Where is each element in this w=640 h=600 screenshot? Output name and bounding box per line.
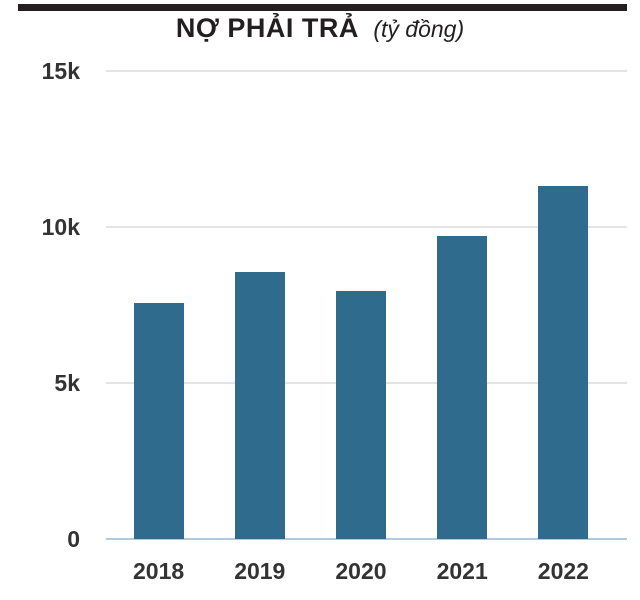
chart-title-unit: (tỷ đồng): [373, 16, 465, 42]
bar-2018: [133, 303, 184, 539]
x-axis-label-2018: 2018: [133, 558, 185, 584]
y-axis-label-10k: 10k: [41, 214, 80, 240]
y-axis-label-0: 0: [67, 526, 80, 552]
x-axis-label-2022: 2022: [537, 558, 589, 584]
gridline-10k: [106, 226, 627, 228]
x-axis-label-2021: 2021: [436, 558, 488, 584]
x-axis-line: [106, 538, 627, 540]
x-axis-label-2019: 2019: [234, 558, 286, 584]
chart-title-text: NỢ PHẢI TRẢ: [175, 13, 359, 43]
y-axis-label-15k: 15k: [41, 58, 80, 84]
top-rule: [18, 4, 627, 11]
gridline-15k: [106, 70, 627, 72]
bar-2019: [234, 272, 285, 539]
bar-2021: [437, 236, 488, 539]
bar-2022: [538, 186, 589, 539]
chart-title: NỢ PHẢI TRẢ (tỷ đồng): [0, 13, 640, 44]
x-axis-label-2020: 2020: [335, 558, 387, 584]
y-axis-label-5k: 5k: [54, 370, 80, 396]
bar-2020: [336, 290, 386, 539]
